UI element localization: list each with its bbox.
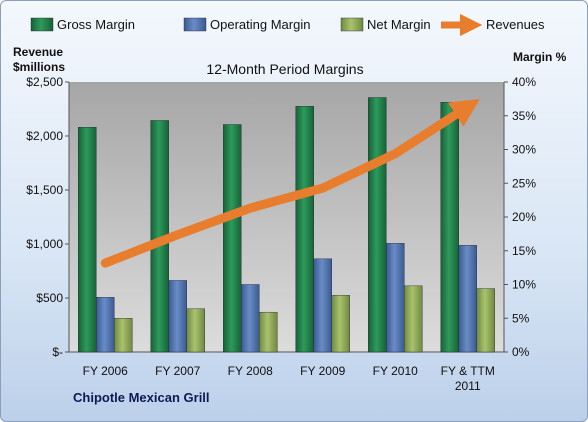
right-axis-tick-label: 25% <box>512 176 536 190</box>
operating-margin-bar <box>168 280 187 353</box>
chart-title: 12-Month Period Margins <box>206 61 363 77</box>
left-axis-title: Revenue <box>13 45 63 59</box>
left-axis-tick-label: $1,000 <box>26 237 63 251</box>
x-axis-category-label: 2011 <box>455 379 481 393</box>
net-margin-bar <box>259 311 278 353</box>
operating-margin-bar <box>96 297 115 353</box>
gross-margin-bar <box>440 102 459 353</box>
left-axis-tick-label: $- <box>52 345 63 359</box>
left-axis-tick-label: $500 <box>36 291 63 305</box>
gross-margin-bar <box>368 97 387 353</box>
x-axis-category-label: FY 2008 <box>228 364 273 378</box>
operating-margin-bar <box>386 243 405 353</box>
operating-margin-legend-swatch <box>183 17 207 32</box>
net-margin-bar <box>476 288 495 353</box>
right-axis-tick-label: 20% <box>512 210 536 224</box>
x-axis-category-label: FY 2009 <box>300 364 345 378</box>
operating-margin-bar <box>313 258 332 353</box>
x-axis-category-label: FY & TTM <box>441 364 495 378</box>
net-margin-legend-label: Net Margin <box>367 17 431 32</box>
gross-margin-legend-label: Gross Margin <box>57 17 135 32</box>
revenues-line <box>100 99 480 268</box>
operating-margin-legend-label: Operating Margin <box>210 17 310 32</box>
right-axis-tick-label: 10% <box>512 278 536 292</box>
net-margin-bar <box>331 295 350 353</box>
right-axis-tick-label: 35% <box>512 109 536 123</box>
x-axis-category-label: FY 2006 <box>83 364 128 378</box>
right-axis-tick-label: 30% <box>512 143 536 157</box>
right-axis-tick-label: 5% <box>512 311 530 325</box>
right-axis-tick-label: 0% <box>512 345 530 359</box>
company-label: Chipotle Mexican Grill <box>73 390 210 405</box>
net-margin-bar <box>186 308 205 353</box>
x-axis-category-label: FY 2007 <box>155 364 200 378</box>
gross-margin-bar <box>295 106 314 353</box>
net-margin-legend-swatch <box>340 17 364 32</box>
left-axis-tick-label: $2,500 <box>26 75 63 89</box>
right-axis-tick-label: 15% <box>512 244 536 258</box>
gross-margin-bar <box>223 124 242 353</box>
operating-margin-bar <box>458 245 477 353</box>
left-axis-title: $millions <box>13 60 65 74</box>
left-axis-tick-label: $2,000 <box>26 129 63 143</box>
operating-margin-bar <box>241 284 260 353</box>
right-axis-tick-label: 40% <box>512 75 536 89</box>
net-margin-bar <box>404 285 423 353</box>
revenues-legend-label: Revenues <box>486 17 545 32</box>
gross-margin-bar <box>78 127 97 353</box>
net-margin-bar <box>114 318 133 353</box>
gross-margin-legend-swatch <box>30 17 54 32</box>
left-axis-tick-label: $1,500 <box>26 183 63 197</box>
right-axis-title: Margin % <box>513 50 567 64</box>
x-axis-category-label: FY 2010 <box>373 364 418 378</box>
